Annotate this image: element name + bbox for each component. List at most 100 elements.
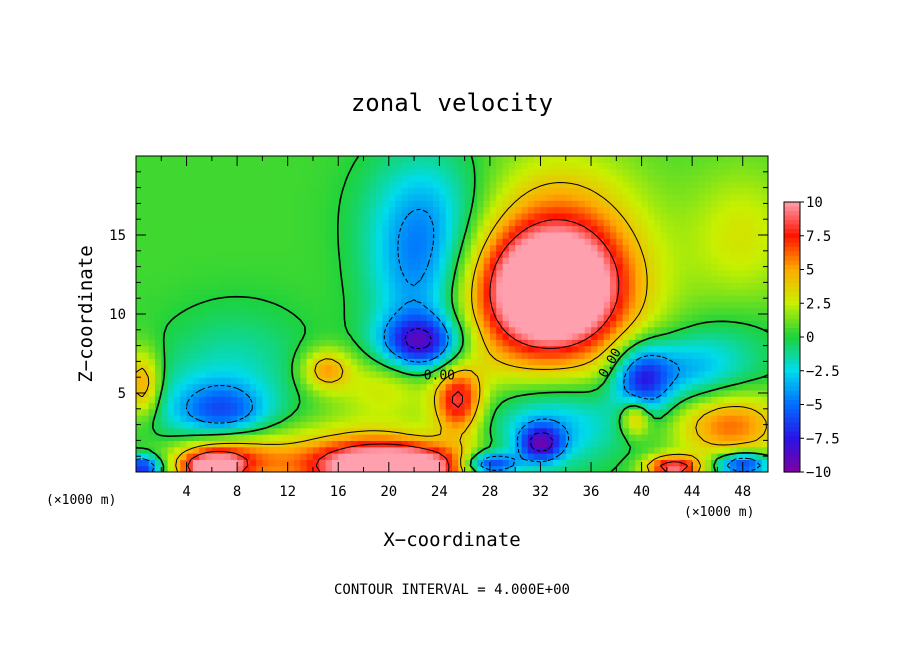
heatmap-cell xyxy=(388,276,396,283)
heatmap-cell xyxy=(464,453,472,460)
heatmap-cell xyxy=(281,156,289,163)
heatmap-cell xyxy=(591,200,598,208)
heatmap-cell xyxy=(281,238,289,246)
heatmap-cell xyxy=(584,440,592,448)
heatmap-cell xyxy=(527,358,535,366)
heatmap-cell xyxy=(521,434,529,441)
heatmap-cell xyxy=(546,314,554,321)
heatmap-cell xyxy=(452,465,459,472)
heatmap-cell xyxy=(755,181,763,189)
heatmap-cell xyxy=(148,244,156,252)
heatmap-cell xyxy=(540,187,548,195)
heatmap-cell xyxy=(496,282,504,290)
heatmap-cell xyxy=(685,440,693,448)
heatmap-cell xyxy=(281,301,289,309)
heatmap-cell xyxy=(647,250,655,258)
heatmap-cell xyxy=(420,351,428,359)
heatmap-cell xyxy=(350,446,358,454)
heatmap-cell xyxy=(749,320,756,328)
heatmap-cell xyxy=(685,396,693,404)
heatmap-cell xyxy=(654,307,662,315)
heatmap-cell xyxy=(584,370,592,378)
heatmap-cell xyxy=(306,408,314,416)
heatmap-cell xyxy=(243,282,251,290)
heatmap-cell xyxy=(635,326,643,334)
heatmap-cell xyxy=(730,440,737,448)
heatmap-cell xyxy=(717,408,725,416)
heatmap-cell xyxy=(319,301,327,309)
heatmap-cell xyxy=(211,408,219,416)
heatmap-cell xyxy=(142,263,150,271)
heatmap-cell xyxy=(635,225,643,233)
heatmap-cell xyxy=(553,465,561,472)
heatmap-cell xyxy=(262,459,270,467)
heatmap-cell xyxy=(388,370,396,378)
heatmap-cell xyxy=(325,408,333,416)
heatmap-cell xyxy=(395,276,403,283)
heatmap-cell xyxy=(136,339,143,347)
heatmap-cell xyxy=(521,358,529,366)
heatmap-cell xyxy=(218,250,226,258)
heatmap-cell xyxy=(755,269,763,277)
heatmap-cell xyxy=(597,168,605,176)
heatmap-cell xyxy=(546,332,554,340)
heatmap-cell xyxy=(597,408,605,416)
heatmap-cell xyxy=(294,459,301,467)
heatmap-cell xyxy=(294,408,301,416)
heatmap-cell xyxy=(673,174,681,182)
heatmap-cell xyxy=(616,231,624,239)
heatmap-cell xyxy=(224,377,232,385)
heatmap-cell xyxy=(230,225,238,233)
heatmap-cell xyxy=(458,421,466,429)
heatmap-cell xyxy=(508,282,516,290)
heatmap-cell xyxy=(452,421,459,429)
heatmap-cell xyxy=(173,421,181,429)
heatmap-cell xyxy=(660,377,668,385)
heatmap-cell xyxy=(363,339,371,347)
heatmap-cell xyxy=(622,396,630,404)
heatmap-cell xyxy=(565,339,573,347)
heatmap-cell xyxy=(717,193,725,201)
heatmap-cell xyxy=(363,244,371,252)
heatmap-cell xyxy=(673,434,681,441)
heatmap-cell xyxy=(679,168,687,176)
heatmap-cell xyxy=(363,276,371,283)
heatmap-cell xyxy=(420,453,428,460)
heatmap-cell xyxy=(458,314,466,321)
heatmap-cell xyxy=(534,459,542,467)
heatmap-cell xyxy=(161,257,169,265)
heatmap-cell xyxy=(534,307,542,315)
heatmap-cell xyxy=(173,434,181,441)
heatmap-cell xyxy=(597,156,605,163)
heatmap-cell xyxy=(452,193,459,201)
heatmap-cell xyxy=(148,415,156,423)
heatmap-cell xyxy=(685,383,693,391)
heatmap-cell xyxy=(357,212,365,220)
heatmap-cell xyxy=(572,421,579,429)
heatmap-cell xyxy=(534,206,542,214)
heatmap-cell xyxy=(628,288,636,296)
heatmap-cell xyxy=(192,244,200,252)
heatmap-cell xyxy=(173,453,181,460)
heatmap-cell xyxy=(723,434,731,441)
heatmap-cell xyxy=(483,156,491,163)
heatmap-cell xyxy=(761,250,768,258)
heatmap-cell xyxy=(521,168,529,176)
heatmap-cell xyxy=(433,282,440,290)
heatmap-cell xyxy=(742,396,750,404)
heatmap-cell xyxy=(180,377,188,385)
heatmap-cell xyxy=(749,446,756,454)
heatmap-cell xyxy=(679,358,687,366)
heatmap-cell xyxy=(565,156,573,163)
heatmap-cell xyxy=(654,206,662,214)
heatmap-cell xyxy=(502,370,510,378)
heatmap-cell xyxy=(679,377,687,385)
heatmap-cell xyxy=(344,314,352,321)
heatmap-cell xyxy=(647,269,655,277)
heatmap-cell xyxy=(698,434,706,441)
heatmap-cell xyxy=(382,415,390,423)
heatmap-cell xyxy=(167,238,175,246)
heatmap-cell xyxy=(660,231,668,239)
heatmap-cell xyxy=(546,250,554,258)
heatmap-cell xyxy=(439,206,447,214)
